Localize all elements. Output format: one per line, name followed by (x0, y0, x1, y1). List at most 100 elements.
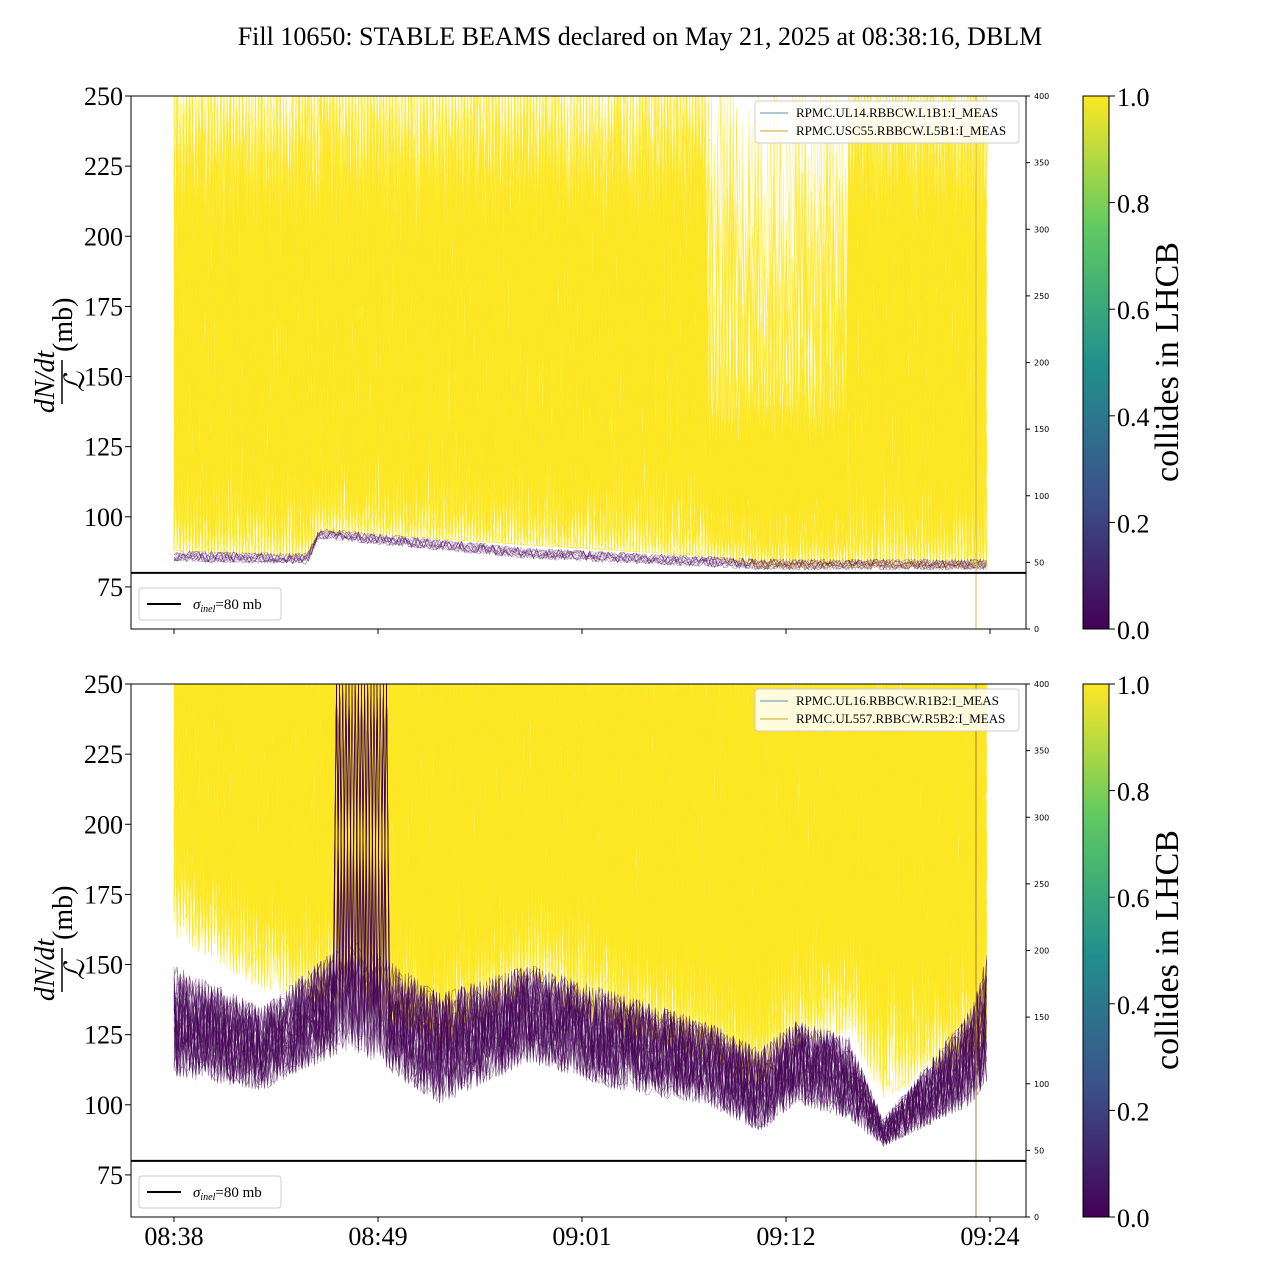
series-trace (173, 528, 987, 571)
right-tick-label: 350 (1034, 747, 1049, 756)
y-tick-label: 75 (97, 1161, 123, 1190)
colorbar-tick-label: 0.8 (1117, 778, 1150, 807)
right-tick-label: 100 (1034, 1080, 1049, 1089)
colorbar-top (1082, 95, 1110, 630)
y-axis-bottom: 75 100 125 150 175 200 225 250 (84, 670, 131, 1190)
legend-label-1-top: RPMC.UL14.RBBCW.L1B1:I_MEAS (796, 105, 998, 120)
y-tick-label: 100 (84, 1091, 123, 1120)
colorbar-ticks-top: 0.0 0.2 0.4 0.6 0.8 1.0 (1109, 83, 1150, 645)
right-tick-label: 200 (1034, 359, 1049, 368)
legend-threshold-top: σinel=80 mb (138, 587, 282, 621)
y-label-numerator-top: dN/dt (30, 350, 61, 413)
colorbar-tick-label: 0.8 (1117, 190, 1150, 219)
series-trace (173, 684, 987, 1132)
legend-series-top: RPMC.UL14.RBBCW.L1B1:I_MEAS RPMC.USC55.R… (754, 100, 1020, 144)
x-tick-label: 09:01 (552, 1222, 611, 1251)
right-tick-label: 150 (1034, 1013, 1049, 1022)
series-trace (173, 684, 987, 1145)
x-axis-bottom: 08:38 08:49 09:01 09:12 09:24 (144, 1217, 1020, 1251)
series-trace (173, 530, 987, 571)
svg-text:σinel=80 mb: σinel=80 mb (193, 1185, 262, 1203)
series-trace (173, 684, 987, 1071)
colorbar-label-top: collides in LHCB (1149, 242, 1186, 482)
series-trace (173, 528, 987, 571)
series-trace (173, 185, 987, 568)
panel-top: 75 100 125 150 175 200 225 250 0 50 100 150 200 250 3… (30, 82, 1186, 645)
y-label-units-top: (mb) (48, 298, 79, 352)
right-tick-label: 350 (1034, 159, 1049, 168)
y-tick-label: 225 (84, 740, 123, 769)
right-axis-bottom: 0 50 100 150 200 250 300 350 400 (1026, 680, 1049, 1222)
right-tick-label: 250 (1034, 880, 1049, 889)
series-trace (173, 684, 987, 1141)
panel-bottom: 75 100 125 150 175 200 225 250 0 50 100 150 200 250 3… (30, 670, 1186, 1251)
series-trace (173, 96, 987, 568)
series-trace (173, 529, 987, 571)
colorbar-tick-label: 0.0 (1117, 616, 1150, 645)
svg-text:σinel=80 mb: σinel=80 mb (193, 597, 262, 615)
colorbar-tick-label: 0.4 (1117, 403, 1150, 432)
legend-label-1-bottom: RPMC.UL16.RBBCW.R1B2:I_MEAS (796, 693, 999, 708)
right-tick-label: 200 (1034, 947, 1049, 956)
right-axis-top: 0 50 100 150 200 250 300 350 400 (1026, 92, 1049, 634)
x-tick-label: 09:12 (756, 1222, 815, 1251)
legend-label-2-bottom: RPMC.UL557.RBBCW.R5B2:I_MEAS (796, 711, 1005, 726)
series-trace (173, 684, 987, 1092)
series-trace (173, 530, 987, 571)
y-tick-label: 175 (84, 292, 123, 321)
colorbar-tick-label: 0.6 (1117, 884, 1150, 913)
y-tick-label: 150 (84, 363, 123, 392)
series-trace (173, 531, 987, 571)
y-tick-label: 250 (84, 670, 123, 699)
y-tick-label: 200 (84, 810, 123, 839)
right-tick-label: 0 (1034, 1213, 1039, 1222)
series-trace (181, 684, 987, 1055)
series-trace (173, 684, 987, 1073)
series-trace (173, 529, 987, 571)
y-label-top: dN/dt ℒ (mb) (30, 298, 91, 414)
right-tick-label: 250 (1034, 292, 1049, 301)
series-trace (173, 684, 987, 1144)
series-trace (173, 96, 987, 568)
y-tick-label: 125 (84, 1021, 123, 1050)
threshold-label-top: =80 mb (215, 597, 261, 613)
series-trace (173, 684, 987, 1136)
colorbar-tick-label: 0.0 (1117, 1204, 1150, 1233)
y-axis-top: 75 100 125 150 175 200 225 250 (84, 82, 131, 602)
right-tick-label: 50 (1034, 558, 1044, 567)
y-label-units-bottom: (mb) (48, 886, 79, 940)
y-tick-label: 100 (84, 503, 123, 532)
legend-threshold-bottom: σinel=80 mb (138, 1175, 282, 1209)
right-tick-label: 300 (1034, 225, 1049, 234)
legend-label-2-top: RPMC.USC55.RBBCW.L5B1:I_MEAS (796, 123, 1006, 138)
y-label-bottom: dN/dt ℒ (mb) (30, 886, 91, 1002)
y-label-denominator-bottom: ℒ (60, 959, 91, 980)
colorbar-bottom (1082, 683, 1110, 1218)
x-tick-label: 09:24 (960, 1222, 1019, 1251)
series-trace (189, 684, 987, 1075)
series-trace (173, 149, 987, 568)
legend-series-bottom: RPMC.UL16.RBBCW.R1B2:I_MEAS RPMC.UL557.R… (754, 688, 1020, 732)
series-trace (173, 96, 987, 568)
colorbar-tick-label: 1.0 (1117, 671, 1150, 700)
threshold-sigma-bottom: σ (193, 1185, 201, 1201)
threshold-sub-bottom: inel (200, 1192, 215, 1203)
series-trace (173, 684, 987, 1143)
colorbar-label-bottom: collides in LHCB (1149, 830, 1186, 1070)
threshold-sub-top: inel (200, 604, 215, 615)
series-trace (173, 530, 987, 571)
y-tick-label: 75 (97, 573, 123, 602)
series-trace (173, 532, 987, 571)
colorbar-tick-label: 0.2 (1117, 1097, 1150, 1126)
chart-title: Fill 10650: STABLE BEAMS declared on May… (238, 22, 1043, 51)
y-tick-label: 175 (84, 880, 123, 909)
right-tick-label: 300 (1034, 813, 1049, 822)
colorbar-tick-label: 0.6 (1117, 296, 1150, 325)
right-tick-label: 50 (1034, 1146, 1044, 1155)
series-trace (173, 529, 987, 571)
x-ticks-top (173, 629, 991, 634)
x-tick-label: 08:49 (348, 1222, 407, 1251)
colorbar-tick-label: 0.4 (1117, 991, 1150, 1020)
colorbar-tick-label: 0.2 (1117, 509, 1150, 538)
